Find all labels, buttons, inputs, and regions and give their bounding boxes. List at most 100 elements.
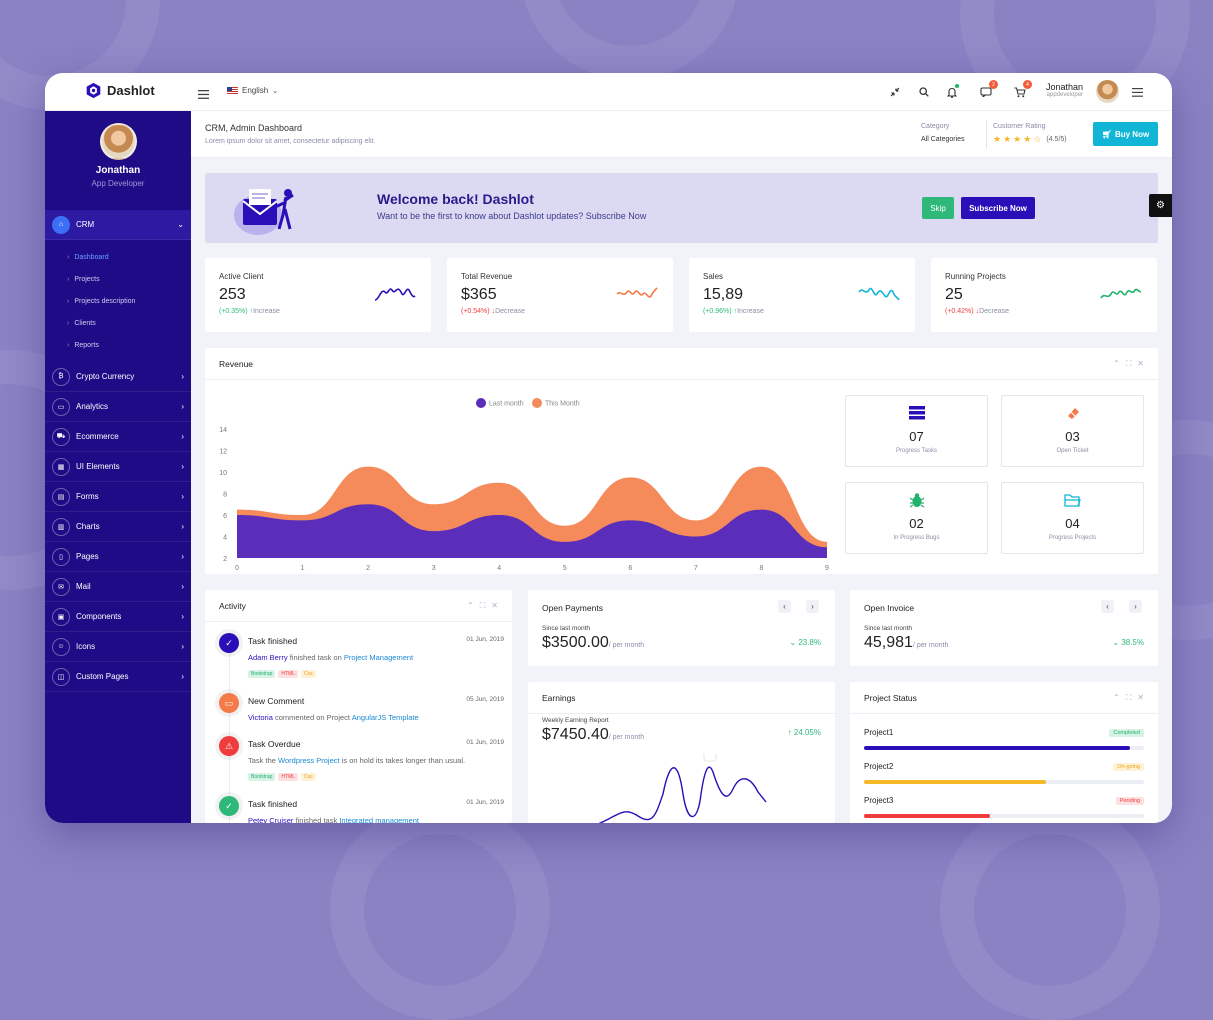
card-tools: ⌃ ⛶ ✕: [1113, 693, 1144, 703]
submenu-item-projects-description[interactable]: Projects description: [67, 290, 191, 312]
sidebar-item-analytics[interactable]: ▭ Analytics ›: [45, 392, 191, 422]
language-label: English: [242, 86, 269, 95]
activity-date: 05 Jun, 2019: [466, 696, 504, 703]
star-icon: ★: [1023, 134, 1032, 144]
subscribe-button[interactable]: Subscribe Now: [961, 197, 1035, 219]
next-arrow-icon[interactable]: ›: [806, 600, 819, 613]
payments-change: ⌄ 23.8%: [789, 638, 821, 647]
payments-pct: 23.8%: [798, 638, 821, 647]
bell-icon[interactable]: [945, 84, 959, 99]
open-invoice-card: Open Invoice ‹ › Since last month 45,981…: [850, 590, 1158, 666]
user-role: appdeveloper: [1046, 92, 1084, 98]
sidebar-item-crm[interactable]: ⌂ CRM ⌄: [45, 210, 191, 240]
activity-body: Adam Berry finished task on Project Mana…: [248, 653, 413, 662]
fullscreen-icon[interactable]: ⛶: [479, 600, 486, 610]
category-filter[interactable]: Category All Categories: [921, 123, 965, 143]
sidebar-item-label: Analytics: [76, 402, 109, 411]
buy-now-button[interactable]: 🛒︎ Buy Now: [1093, 122, 1158, 146]
x-tick-label: 2: [366, 565, 370, 572]
sidebar-item-pages[interactable]: ▯ Pages ›: [45, 542, 191, 572]
collapse-card-icon[interactable]: ⌃: [466, 600, 474, 610]
sidebar-item-crypto-currency[interactable]: ₿ Crypto Currency ›: [45, 362, 191, 392]
sidebar-item-custom-pages[interactable]: ◫ Custom Pages ›: [45, 662, 191, 692]
submenu-item-clients[interactable]: Clients: [67, 312, 191, 334]
fullscreen-icon[interactable]: ⛶: [1125, 692, 1132, 702]
fullscreen-icon[interactable]: ⛶: [1125, 358, 1132, 368]
activity-link[interactable]: Wordpress Project: [278, 756, 340, 765]
cart-icon[interactable]: 4: [1013, 80, 1032, 99]
right-menu-icon[interactable]: [1130, 85, 1144, 99]
collapse-card-icon[interactable]: ⌃: [1112, 358, 1120, 368]
stat-change: (+0.35%): [219, 308, 248, 315]
progress-bar: [864, 746, 1144, 750]
language-selector[interactable]: English ⌄: [227, 86, 278, 95]
activity-user-link[interactable]: Adam Berry: [248, 653, 288, 662]
activity-tags: Bootstrap HTML Css: [248, 670, 316, 678]
folder-icon: [1002, 493, 1143, 509]
sidebar-item-ecommerce[interactable]: ⛟ Ecommerce ›: [45, 422, 191, 452]
page-header: CRM, Admin Dashboard Lorem ipsum dolor s…: [191, 111, 1172, 158]
next-arrow-icon[interactable]: ›: [1129, 600, 1142, 613]
sidebar-menu: ⌂ CRM ⌄ Dashboard Projects Projects desc…: [45, 210, 191, 692]
sidebar-item-ui-elements[interactable]: ▦ UI Elements ›: [45, 452, 191, 482]
x-tick-label: 7: [694, 565, 698, 572]
activity-link[interactable]: AngularJS Template: [351, 713, 419, 722]
stat-trend: Increase: [253, 308, 280, 315]
category-value: All Categories: [921, 136, 965, 143]
sidebar-item-mail[interactable]: ✉ Mail ›: [45, 572, 191, 602]
sidebar-item-charts[interactable]: ▥ Charts ›: [45, 512, 191, 542]
activity-title: Task Overdue: [248, 739, 301, 749]
earnings-title: Earnings: [542, 692, 576, 703]
close-icon[interactable]: ✕: [491, 600, 498, 610]
prev-arrow-icon[interactable]: ‹: [1101, 600, 1114, 613]
y-tick-label: 14: [219, 427, 227, 434]
activity-date: 01 Jun, 2019: [466, 799, 504, 806]
settings-gear-icon[interactable]: ⚙︎: [1149, 194, 1172, 217]
collapse-card-icon[interactable]: ⌃: [1112, 692, 1120, 702]
collapse-icon[interactable]: [888, 85, 902, 99]
activity-user-link[interactable]: Victoria: [248, 713, 273, 722]
stat-change: (+0.96%): [703, 308, 732, 315]
stat-change: (+0.54%): [461, 308, 490, 315]
chevron-right-icon: ›: [181, 642, 184, 651]
rating-label: Customer Rating: [993, 123, 1046, 130]
logo[interactable]: Dashlot: [85, 82, 155, 99]
tile-value: 04: [1065, 516, 1080, 531]
messages-icon[interactable]: 2: [979, 80, 998, 99]
cart-icon: 🛒︎: [1101, 129, 1112, 139]
star-icon: ★: [1003, 134, 1012, 144]
sidebar-item-icons[interactable]: ☺ Icons ›: [45, 632, 191, 662]
tile-value: 07: [909, 429, 924, 444]
sidebar-item-components[interactable]: ▣ Components ›: [45, 602, 191, 632]
summary-tile-progress-tasks: 07 Progress Tasks: [845, 395, 988, 467]
pages-icon: ▯: [52, 547, 70, 566]
activity-link[interactable]: Integrated management: [339, 816, 419, 823]
activity-link[interactable]: Project Management: [343, 653, 414, 662]
close-icon[interactable]: ✕: [1137, 358, 1144, 368]
invoice-per: / per month: [912, 642, 949, 649]
messages-badge: 2: [989, 80, 998, 89]
activity-body: Task the Wordpress Project is on hold it…: [248, 756, 465, 765]
earnings-card: Earnings Weekly Earning Report $7450.40/…: [528, 682, 835, 823]
customer-rating: Customer Rating ★ ★ ★ ★ ☆ (4.5/5): [993, 123, 1067, 145]
progress-fill: [864, 814, 990, 818]
activity-title: New Comment: [248, 696, 305, 706]
user-info[interactable]: Jonathan appdeveloper: [1046, 83, 1084, 99]
submenu-item-projects[interactable]: Projects: [67, 268, 191, 290]
submenu-item-dashboard[interactable]: Dashboard: [67, 246, 191, 268]
profile-avatar[interactable]: [99, 123, 137, 160]
avatar[interactable]: [1096, 80, 1119, 103]
payments-per: / per month: [608, 642, 645, 649]
search-icon[interactable]: [917, 85, 931, 99]
activity-user-link[interactable]: Petey Cruiser: [248, 816, 294, 823]
tile-value: 03: [1065, 429, 1080, 444]
prev-arrow-icon[interactable]: ‹: [778, 600, 791, 613]
close-icon[interactable]: ✕: [1137, 692, 1144, 702]
skip-button[interactable]: Skip: [922, 197, 954, 219]
chevron-right-icon: ›: [181, 492, 184, 501]
menu-toggle-icon[interactable]: [198, 86, 209, 104]
sidebar-item-label: Components: [76, 612, 122, 621]
invoice-amount: 45,981: [864, 634, 913, 651]
submenu-item-reports[interactable]: Reports: [67, 334, 191, 356]
sidebar-item-forms[interactable]: ▤ Forms ›: [45, 482, 191, 512]
